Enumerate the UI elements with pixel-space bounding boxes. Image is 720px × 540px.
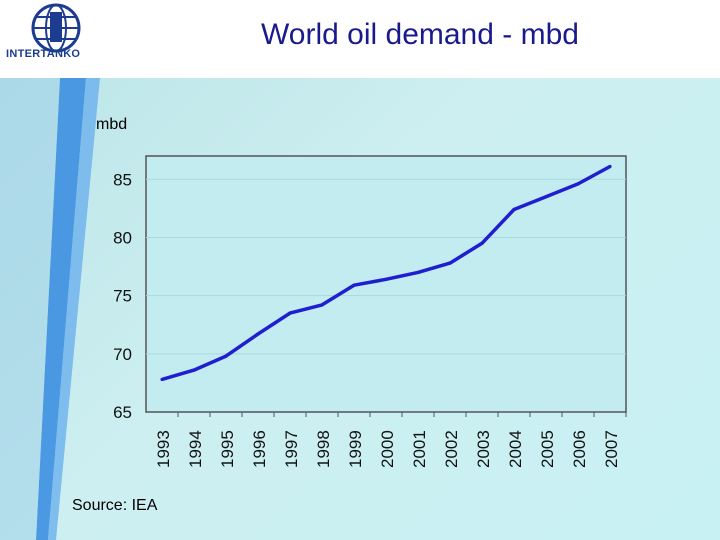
y-tick-label: 85 bbox=[113, 170, 132, 189]
x-tick-label: 2000 bbox=[378, 430, 397, 468]
logo: INTERTANKO bbox=[0, 0, 120, 78]
data-point bbox=[544, 195, 548, 199]
x-tick-label: 2003 bbox=[474, 430, 493, 468]
x-tick-label: 2004 bbox=[506, 430, 525, 468]
header-bar bbox=[0, 0, 720, 78]
data-point bbox=[160, 377, 164, 382]
x-tick-label: 1995 bbox=[218, 430, 237, 468]
x-tick-labels: 1993 1994 1995 1996 1997 1998 1999 2000 2001 2002… bbox=[154, 412, 627, 468]
source-note: Source: IEA bbox=[72, 497, 158, 514]
data-point bbox=[576, 182, 580, 186]
x-tick-label: 2006 bbox=[570, 430, 589, 468]
y-axis-unit-label: mbd bbox=[96, 116, 128, 133]
x-tick-label: 1997 bbox=[282, 430, 301, 468]
y-tick-label: 70 bbox=[113, 345, 132, 364]
x-tick-label: 1999 bbox=[346, 430, 365, 468]
x-tick-label: 2005 bbox=[538, 430, 557, 468]
data-point bbox=[416, 270, 420, 274]
globe-icon bbox=[31, 3, 81, 53]
y-tick-labels: 65 70 75 80 85 bbox=[113, 170, 132, 422]
data-point bbox=[512, 207, 516, 212]
grid-lines bbox=[146, 178, 626, 355]
series-layer bbox=[160, 164, 612, 382]
data-point bbox=[192, 368, 196, 372]
plot-area bbox=[145, 155, 627, 413]
data-point bbox=[480, 241, 484, 245]
left-decorative-stripes bbox=[0, 78, 100, 540]
x-tick-label: 1996 bbox=[250, 430, 269, 468]
x-tick-label: 1993 bbox=[154, 430, 173, 468]
data-point bbox=[448, 261, 452, 265]
data-point bbox=[608, 164, 612, 169]
y-tick-label: 65 bbox=[113, 403, 132, 422]
data-point bbox=[320, 303, 324, 307]
x-tick-label: 2002 bbox=[442, 430, 461, 468]
x-tick-label: 2007 bbox=[602, 430, 621, 468]
x-tick-label: 1994 bbox=[186, 430, 205, 468]
x-tick-label: 2001 bbox=[410, 430, 429, 468]
y-tick-label: 75 bbox=[113, 287, 132, 306]
data-point bbox=[224, 354, 228, 358]
x-tick-label: 1998 bbox=[314, 430, 333, 468]
data-point bbox=[288, 311, 292, 315]
data-point bbox=[384, 277, 388, 281]
data-point bbox=[256, 332, 260, 336]
logo-wordmark: INTERTANKO bbox=[6, 48, 81, 60]
data-point bbox=[352, 283, 356, 287]
y-tick-label: 80 bbox=[113, 228, 132, 247]
slide-title: World oil demand - mbd bbox=[261, 18, 579, 51]
